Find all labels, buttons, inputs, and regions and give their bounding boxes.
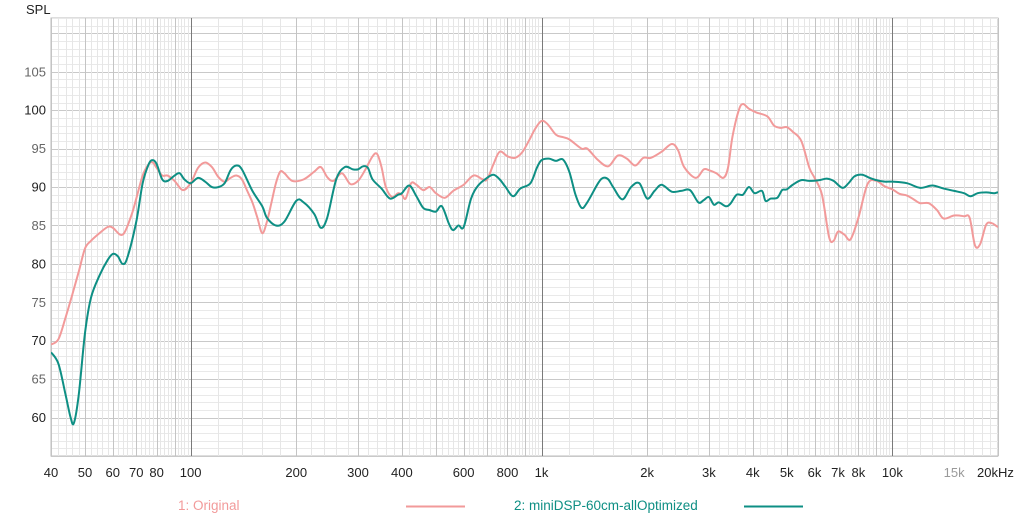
label-layer: 60 65 70 75 80 85 90 95 100 105 40 50 60 70 80 100 200 30… — [24, 64, 1014, 480]
x-tick-label: 50 — [78, 465, 92, 480]
x-tick-label: 4k — [746, 465, 760, 480]
y-axis-title: SPL — [26, 2, 51, 17]
x-tick-label: 5k — [780, 465, 794, 480]
y-tick-label: 60 — [32, 410, 46, 425]
x-tick-label: 40 — [44, 465, 58, 480]
x-tick-label: 1k — [535, 465, 549, 480]
x-tick-label: 20kHz — [977, 465, 1014, 480]
x-tick-label: 400 — [391, 465, 413, 480]
grid-layer — [50, 17, 999, 457]
x-tick-label: 300 — [347, 465, 369, 480]
y-tick-label: 95 — [32, 141, 46, 156]
x-tick-label: 100 — [180, 465, 202, 480]
series-minidsp-line — [51, 157, 998, 426]
y-tick-label: 65 — [32, 372, 46, 387]
legend: 1: Original 2: miniDSP-60cm-allOptimized — [178, 498, 803, 513]
x-tick-label: 10k — [882, 465, 903, 480]
x-tick-label: 8k — [852, 465, 866, 480]
y-tick-label: 75 — [32, 295, 46, 310]
x-tick-label: 200 — [285, 465, 307, 480]
x-tick-label: 70 — [129, 465, 143, 480]
curve-layer — [51, 103, 998, 426]
series-original-line — [51, 103, 998, 346]
x-tick-label: 3k — [702, 465, 716, 480]
y-tick-label: 100 — [24, 103, 46, 118]
y-tick-label: 90 — [32, 180, 46, 195]
legend-label: 1: Original — [178, 498, 240, 513]
legend-label: 2: miniDSP-60cm-allOptimized — [514, 498, 698, 513]
x-tick-label: 60 — [106, 465, 120, 480]
x-tick-label: 7k — [831, 465, 845, 480]
y-tick-label: 85 — [32, 218, 46, 233]
x-tick-label: 2k — [640, 465, 654, 480]
x-tick-label: 800 — [497, 465, 519, 480]
x-tick-label: 80 — [149, 465, 163, 480]
y-tick-label: 105 — [24, 64, 46, 79]
x-tick-label: 600 — [453, 465, 475, 480]
x-tick-label: 6k — [808, 465, 822, 480]
y-tick-label: 80 — [32, 256, 46, 271]
x-tick-label: 15k — [944, 465, 965, 480]
y-tick-label: 70 — [32, 333, 46, 348]
